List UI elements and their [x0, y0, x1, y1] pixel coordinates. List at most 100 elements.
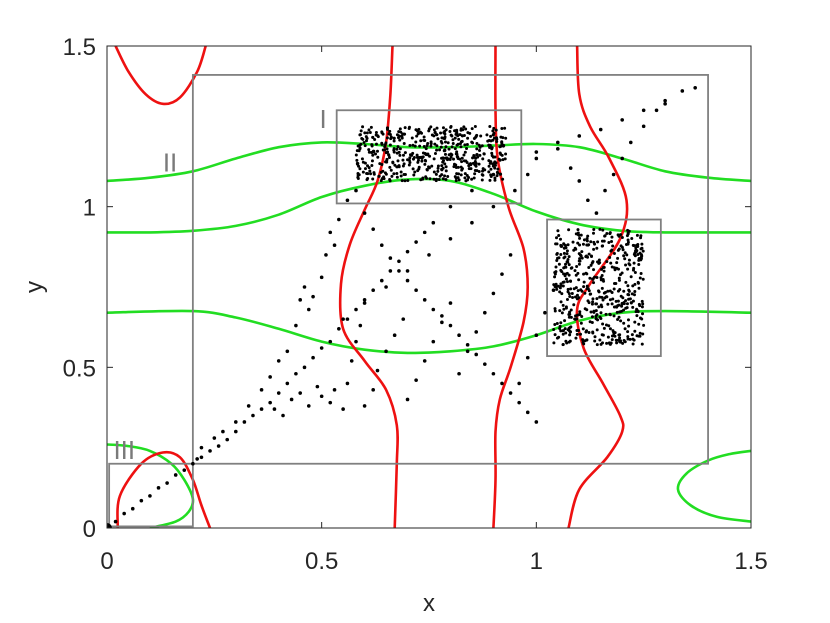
red-curve-4 [116, 450, 212, 528]
cluster-point [374, 152, 378, 156]
cluster-point [478, 148, 482, 152]
cluster-point [576, 228, 580, 232]
cluster-point [590, 320, 594, 324]
cluster-point [472, 176, 476, 180]
cluster-point [566, 287, 570, 291]
cluster-point [376, 155, 380, 159]
cluster-point [612, 252, 616, 256]
cluster-point [560, 311, 564, 315]
cluster-point [369, 172, 373, 176]
cluster-point [567, 326, 571, 330]
cluster-point [588, 276, 592, 280]
scatter-point [401, 317, 406, 321]
cluster-point [633, 289, 637, 293]
diagonal-point [165, 481, 169, 485]
cluster-point [383, 145, 387, 149]
cluster-point [596, 240, 600, 244]
cluster-point [416, 160, 420, 164]
cluster-point [418, 156, 422, 160]
cluster-point [483, 168, 487, 172]
cluster-point [600, 239, 604, 243]
cluster-point [460, 156, 464, 160]
green-curve-0 [107, 140, 751, 183]
cluster-point [618, 336, 622, 340]
cluster-point [461, 128, 465, 132]
y-axis-ticks: 0 0.5 1 1.5 [63, 34, 751, 543]
diagonal-point [302, 365, 307, 370]
cluster-point [600, 333, 604, 337]
cluster-point [608, 256, 612, 260]
cluster-point [580, 314, 584, 318]
cluster-point [435, 148, 439, 152]
y-axis-title: y [21, 281, 48, 293]
cluster-point [575, 317, 579, 321]
cluster-point [432, 128, 436, 132]
scatter-point [345, 198, 350, 203]
scatter-point [397, 269, 401, 273]
cluster-point [632, 338, 636, 342]
cluster-point [642, 323, 646, 327]
cluster-point [568, 294, 572, 298]
cluster-point [414, 140, 418, 144]
cluster-point [565, 252, 569, 256]
region-label-I: I [320, 104, 327, 134]
cluster-point [636, 280, 640, 284]
cluster-point [467, 164, 471, 168]
cluster-point [422, 135, 426, 139]
y-tick-label: 1 [83, 195, 96, 222]
cluster-point [625, 302, 629, 306]
cluster-point [581, 242, 585, 246]
scatter-point [289, 397, 294, 402]
cluster-point [617, 247, 621, 251]
scatter-point [491, 204, 496, 209]
cluster-point [622, 254, 626, 258]
cluster-point [420, 159, 424, 163]
cluster-point [568, 339, 572, 343]
cluster-point [556, 284, 560, 288]
cluster-point [582, 238, 586, 242]
cluster-point [455, 155, 459, 159]
cluster-point [552, 341, 556, 345]
cluster-point [410, 136, 414, 140]
diagonal-point [491, 172, 496, 177]
scatter-point [298, 391, 303, 395]
cluster-point [392, 139, 396, 143]
plot-area-background [107, 46, 751, 528]
cluster-point [639, 253, 643, 257]
diagonal-point [680, 89, 685, 93]
cluster-point [487, 170, 491, 174]
scatter-point [298, 298, 303, 302]
cluster-point [365, 178, 369, 182]
cluster-point [448, 129, 452, 133]
cluster-point [617, 276, 621, 280]
cluster-point [608, 327, 612, 331]
diagonal-point [362, 298, 367, 302]
scatter-point [405, 278, 410, 283]
cluster-point [434, 172, 438, 176]
cluster-point [628, 297, 632, 301]
cluster-point [590, 254, 594, 258]
scatter-point [384, 349, 388, 354]
cluster-point [605, 260, 609, 264]
cluster-point [504, 152, 508, 156]
diagonal-point [311, 355, 315, 360]
cluster-point [381, 132, 385, 136]
cluster-point [501, 144, 505, 148]
cluster-point [619, 319, 623, 323]
cluster-point [621, 296, 625, 300]
cluster-point [372, 171, 376, 175]
cluster-point [354, 153, 358, 157]
cluster-point [367, 128, 371, 132]
cluster-point [602, 279, 606, 283]
scatter-point [577, 179, 582, 183]
region-label-III: III [113, 435, 135, 465]
cluster-point [621, 248, 625, 252]
scatter-point [384, 285, 388, 289]
cluster-point [578, 236, 582, 240]
cluster-point [589, 310, 593, 314]
diagonal-point [130, 506, 135, 511]
cluster-point [555, 321, 559, 325]
cluster-point [438, 148, 442, 152]
cluster-point [376, 135, 380, 139]
cluster-point [383, 171, 387, 175]
